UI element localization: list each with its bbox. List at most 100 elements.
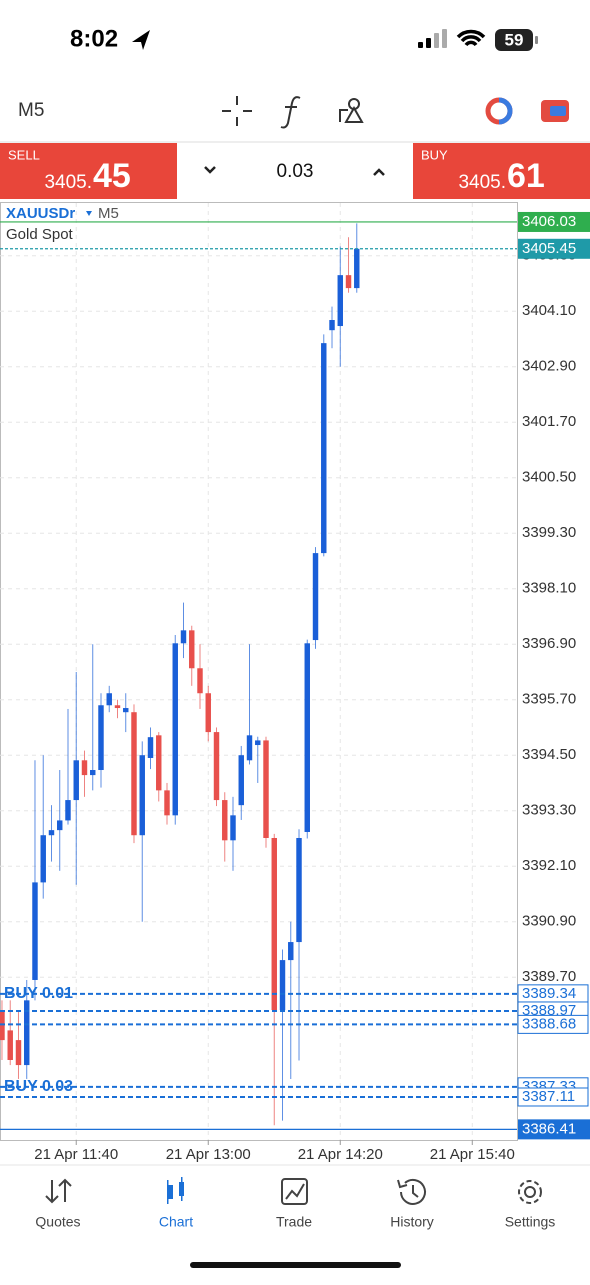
status-time: 8:02: [70, 25, 118, 52]
candle-body: [90, 770, 96, 776]
y-tick-label: 3400.50: [522, 469, 576, 486]
chart-icon[interactable]: [167, 1177, 184, 1204]
settings-icon[interactable]: [518, 1180, 542, 1204]
y-tick-label: 3398.10: [522, 580, 576, 597]
x-tick-label: 21 Apr 15:40: [430, 1146, 515, 1163]
candle-body: [131, 712, 137, 836]
candle-body: [156, 735, 162, 791]
candle-body: [81, 760, 88, 776]
y-tick-label: 3401.70: [522, 413, 576, 430]
candle-body: [147, 737, 154, 758]
order-label[interactable]: BUY 0.03: [4, 1078, 73, 1095]
battery-tip: [535, 36, 538, 44]
candle-body: [263, 740, 269, 838]
buy-price-main: 3405.: [458, 172, 506, 193]
candle-body: [246, 735, 253, 761]
y-tick-label: 3394.50: [522, 746, 576, 763]
account-button[interactable]: [485, 97, 513, 125]
tab-icons: [45, 1177, 542, 1205]
quotes-icon[interactable]: [45, 1178, 72, 1204]
buy-button[interactable]: [413, 143, 590, 199]
chart-frame: [0, 202, 518, 1141]
wifi-icon: [456, 29, 486, 47]
buy-price-big: 61: [507, 157, 545, 195]
y-tick-label: 3393.30: [522, 802, 576, 819]
location-icon: [132, 30, 150, 50]
objects-button[interactable]: [339, 98, 364, 123]
sell-price-big: 45: [93, 157, 131, 195]
sell-button[interactable]: [0, 143, 177, 199]
candle-body: [123, 708, 129, 713]
candle-body: [98, 705, 104, 771]
tab-label[interactable]: Quotes: [35, 1214, 80, 1230]
bid-box: [518, 238, 590, 259]
order-price: 3388.68: [522, 1015, 576, 1032]
indicators-button[interactable]: [280, 96, 301, 129]
candle-body: [288, 942, 294, 961]
candle-body: [271, 837, 277, 1011]
tab-label[interactable]: Trade: [276, 1214, 312, 1230]
signal-icon: [418, 29, 447, 48]
candle-body: [32, 882, 38, 980]
x-tick-label: 21 Apr 13:00: [166, 1146, 251, 1163]
tab-label[interactable]: Chart: [159, 1214, 193, 1230]
candle-body: [139, 755, 145, 836]
y-tick-label: 3396.90: [522, 635, 576, 652]
y-tick-label: 3399.30: [522, 524, 576, 541]
candle-body: [15, 1040, 22, 1066]
volume[interactable]: 0.03: [277, 161, 314, 182]
order-price: 3388.97: [522, 1002, 576, 1019]
history-icon[interactable]: [397, 1178, 426, 1205]
candle-body: [329, 320, 335, 331]
candle-body: [312, 553, 319, 641]
candle-body: [7, 1030, 13, 1060]
candle-body: [321, 343, 327, 554]
order-price: 3389.34: [522, 985, 576, 1002]
y-tick-label: 3395.70: [522, 691, 576, 708]
order-price-box: [517, 1087, 589, 1107]
volume-up[interactable]: [373, 168, 385, 176]
tab-label[interactable]: Settings: [505, 1214, 556, 1230]
y-tick-label: 3390.90: [522, 913, 576, 930]
candle-body: [106, 693, 112, 706]
trade-button[interactable]: [541, 100, 569, 122]
candle-body: [230, 815, 236, 841]
battery-icon: [495, 29, 533, 51]
y-tick-label: 3389.70: [522, 968, 576, 985]
order-price: 3387.11: [522, 1088, 575, 1105]
symbol-dropdown[interactable]: [86, 211, 92, 216]
symbol[interactable]: XAUUSDr: [6, 205, 75, 222]
candle-body: [172, 643, 178, 816]
home-indicator: [190, 1262, 401, 1268]
tab-label[interactable]: History: [390, 1214, 434, 1230]
candle-body: [65, 800, 71, 821]
crosshair-button[interactable]: [222, 96, 252, 126]
candle-body: [73, 760, 79, 801]
candle-body: [180, 630, 187, 644]
candle-body: [354, 248, 360, 289]
level-box: [518, 1119, 590, 1140]
candle-body: [304, 643, 310, 832]
chart-timeframe: M5: [98, 205, 119, 222]
candle-body: [114, 705, 121, 709]
order-label[interactable]: BUY 0.01: [4, 985, 73, 1002]
candle-body: [337, 275, 343, 327]
y-tick-label: 3392.10: [522, 857, 576, 874]
symbol-description: Gold Spot: [6, 226, 74, 243]
battery-level: 59: [505, 30, 524, 49]
x-tick-label: 21 Apr 14:20: [298, 1146, 383, 1163]
candle-body: [345, 275, 352, 289]
chart: [0, 202, 518, 1141]
order-price-box: [517, 1014, 589, 1034]
candle-body: [213, 732, 220, 801]
sell-label: SELL: [8, 147, 40, 162]
candle-body: [24, 1000, 30, 1066]
trade-icon[interactable]: [281, 1178, 308, 1205]
ask-price: 3406.03: [522, 213, 576, 230]
candle-body: [279, 960, 286, 1011]
volume-down[interactable]: [204, 166, 216, 174]
sell-price-main: 3405.: [44, 172, 92, 193]
timeframe-button[interactable]: M5: [18, 100, 44, 121]
candle-body: [189, 630, 195, 669]
